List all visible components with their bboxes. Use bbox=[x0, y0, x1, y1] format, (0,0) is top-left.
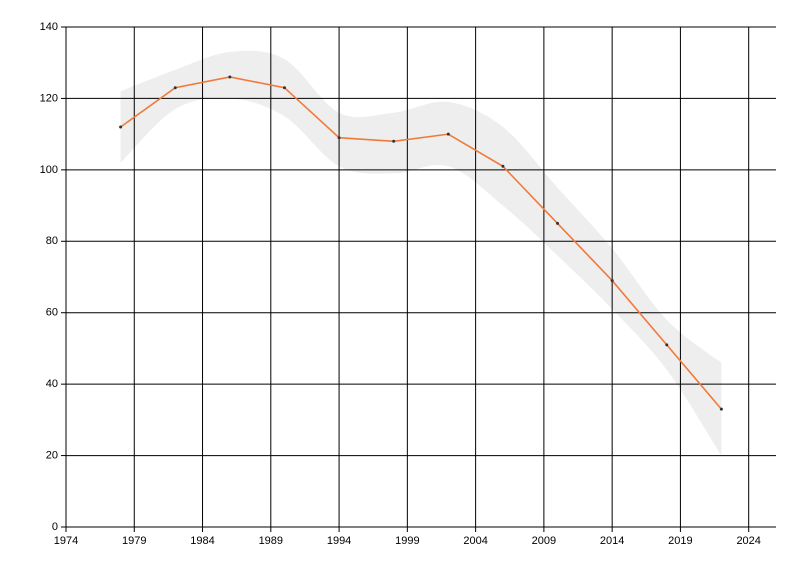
x-tick-label: 2014 bbox=[600, 535, 624, 547]
x-tick-label: 2019 bbox=[668, 535, 692, 547]
x-tick-label: 2009 bbox=[532, 535, 556, 547]
point bbox=[228, 75, 232, 79]
point bbox=[282, 86, 286, 90]
point bbox=[392, 139, 396, 143]
point bbox=[446, 132, 450, 136]
y-tick-label: 80 bbox=[46, 235, 58, 247]
point bbox=[501, 164, 505, 168]
y-tick-label: 140 bbox=[40, 21, 58, 33]
x-tick-label: 1974 bbox=[54, 535, 78, 547]
x-tick-label: 1984 bbox=[190, 535, 214, 547]
y-tick-label: 60 bbox=[46, 307, 58, 319]
x-tick-label: 1989 bbox=[259, 535, 283, 547]
x-tick-label: 2024 bbox=[736, 535, 760, 547]
point bbox=[665, 343, 669, 347]
point bbox=[719, 407, 723, 411]
line bbox=[120, 76, 722, 410]
y-tick-label: 0 bbox=[52, 521, 58, 533]
point bbox=[173, 86, 177, 90]
y-tick-label: 20 bbox=[46, 449, 58, 461]
point bbox=[610, 279, 614, 283]
point bbox=[119, 125, 123, 129]
y-tick-label: 40 bbox=[46, 378, 58, 390]
x-tick-label: 1999 bbox=[395, 535, 419, 547]
x-tick-label: 1994 bbox=[327, 535, 351, 547]
x-tick-label: 2004 bbox=[463, 535, 487, 547]
point bbox=[337, 136, 341, 140]
x-tick-label: 1979 bbox=[122, 535, 146, 547]
confidence-band bbox=[120, 50, 722, 456]
point bbox=[556, 221, 560, 225]
y-tick-label: 100 bbox=[40, 164, 58, 176]
y-tick-label: 120 bbox=[40, 92, 58, 104]
